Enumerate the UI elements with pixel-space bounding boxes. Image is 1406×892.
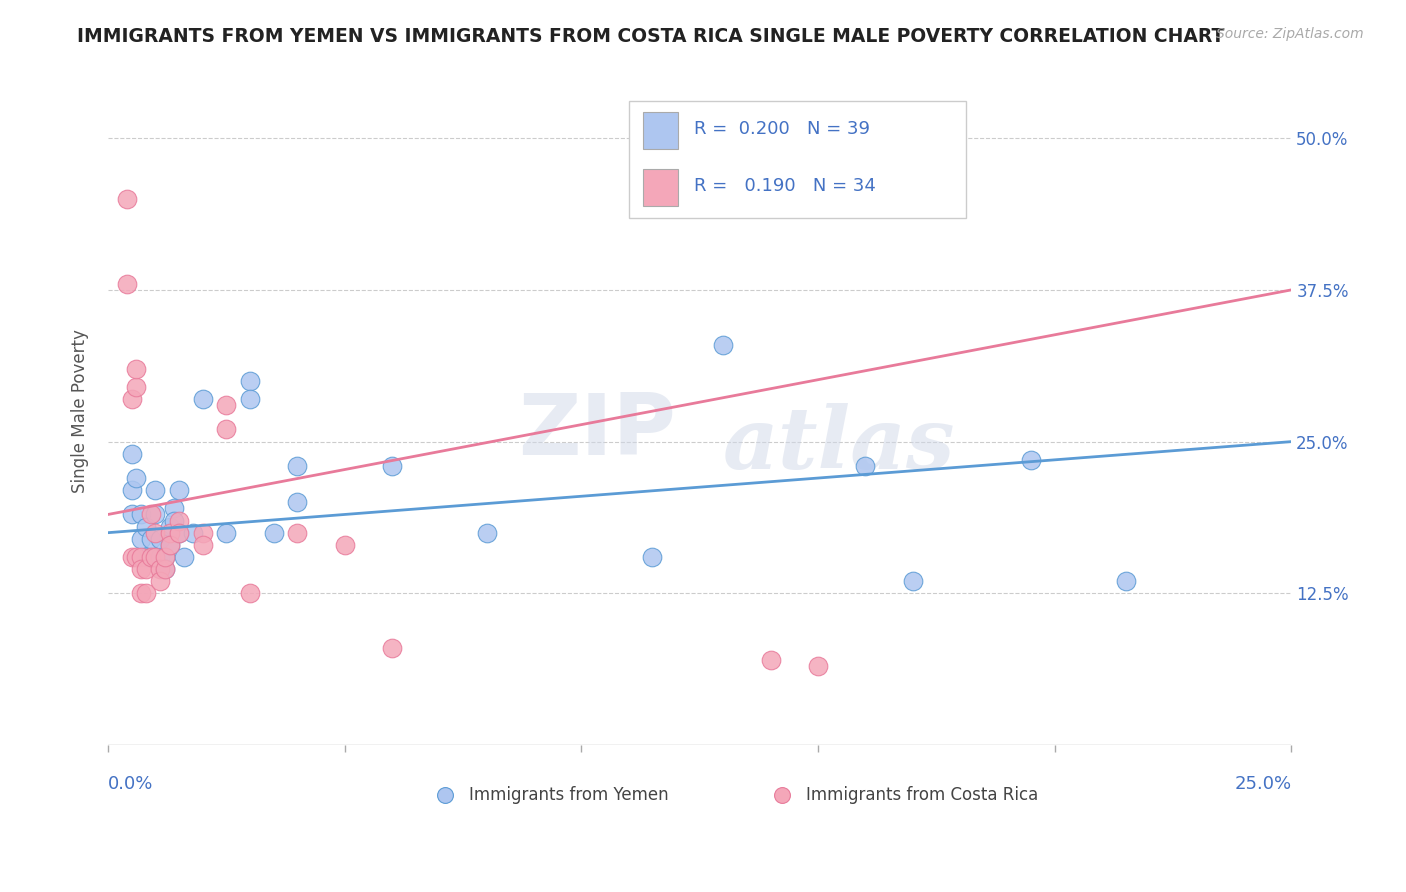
Point (129, 549, 152, 564)
Text: 0.0%: 0.0% (108, 775, 153, 793)
Point (285, 458, 308, 473)
Y-axis label: Single Male Poverty: Single Male Poverty (72, 329, 89, 493)
Point (1115, 574, 1137, 589)
Point (475, 525, 498, 540)
Point (143, 508, 166, 522)
Point (153, 549, 176, 564)
Point (149, 549, 172, 564)
Point (121, 483, 143, 498)
Point (129, 586, 152, 600)
Point (139, 508, 162, 522)
Point (135, 562, 157, 576)
Point (215, 398, 238, 412)
Text: Immigrants from Yemen: Immigrants from Yemen (470, 786, 668, 805)
Point (191, 525, 214, 540)
Text: 25.0%: 25.0% (1234, 775, 1291, 793)
Point (143, 483, 166, 498)
Point (239, 392, 262, 406)
Text: Source: ZipAtlas.com: Source: ZipAtlas.com (1216, 27, 1364, 41)
Point (125, 471, 148, 485)
Point (163, 501, 186, 516)
Point (121, 447, 143, 461)
Point (115, 192, 138, 206)
Point (853, 458, 876, 473)
Point (149, 532, 172, 546)
Point (125, 380, 148, 394)
Point (159, 525, 181, 540)
Point (121, 392, 143, 406)
Point (125, 549, 148, 564)
Point (167, 514, 190, 528)
Point (139, 532, 162, 546)
Text: R =  0.200   N = 39: R = 0.200 N = 39 (693, 120, 870, 138)
Bar (643, 112, 678, 149)
Point (191, 392, 214, 406)
Text: ZIP: ZIP (519, 390, 676, 473)
Point (115, 277, 138, 291)
Point (129, 508, 152, 522)
Point (153, 562, 176, 576)
Point (125, 361, 148, 376)
Point (139, 549, 162, 564)
Point (711, 337, 734, 351)
Point (159, 538, 181, 552)
Point (135, 586, 157, 600)
Bar (628, 101, 966, 218)
Point (139, 549, 162, 564)
Point (901, 574, 924, 589)
Bar (643, 169, 678, 206)
Point (167, 483, 190, 498)
Point (1019, 453, 1042, 467)
Point (215, 422, 238, 436)
Point (149, 574, 172, 589)
Text: R =   0.190   N = 34: R = 0.190 N = 34 (693, 178, 876, 195)
Point (191, 538, 214, 552)
Point (181, 525, 204, 540)
Text: IMMIGRANTS FROM YEMEN VS IMMIGRANTS FROM COSTA RICA SINGLE MALE POVERTY CORRELAT: IMMIGRANTS FROM YEMEN VS IMMIGRANTS FROM… (77, 27, 1225, 45)
Point (333, 538, 356, 552)
Point (159, 519, 181, 533)
Point (167, 525, 190, 540)
Point (285, 495, 308, 509)
Point (263, 525, 285, 540)
Text: Immigrants from Costa Rica: Immigrants from Costa Rica (806, 786, 1039, 805)
Text: atlas: atlas (723, 403, 956, 486)
Point (135, 549, 157, 564)
Point (129, 562, 152, 576)
Point (153, 549, 176, 564)
Point (167, 525, 190, 540)
Point (159, 538, 181, 552)
Point (807, 659, 830, 673)
Point (215, 525, 238, 540)
Point (129, 532, 152, 546)
Point (239, 586, 262, 600)
Point (641, 549, 664, 564)
Point (143, 525, 166, 540)
Point (163, 514, 186, 528)
Point (239, 374, 262, 388)
Point (143, 549, 166, 564)
Point (381, 458, 404, 473)
Point (381, 640, 404, 655)
Point (759, 653, 782, 667)
Point (285, 525, 308, 540)
Point (121, 508, 143, 522)
Point (149, 562, 172, 576)
Point (121, 549, 143, 564)
Point (135, 519, 157, 533)
Point (153, 562, 176, 576)
Point (173, 549, 195, 564)
